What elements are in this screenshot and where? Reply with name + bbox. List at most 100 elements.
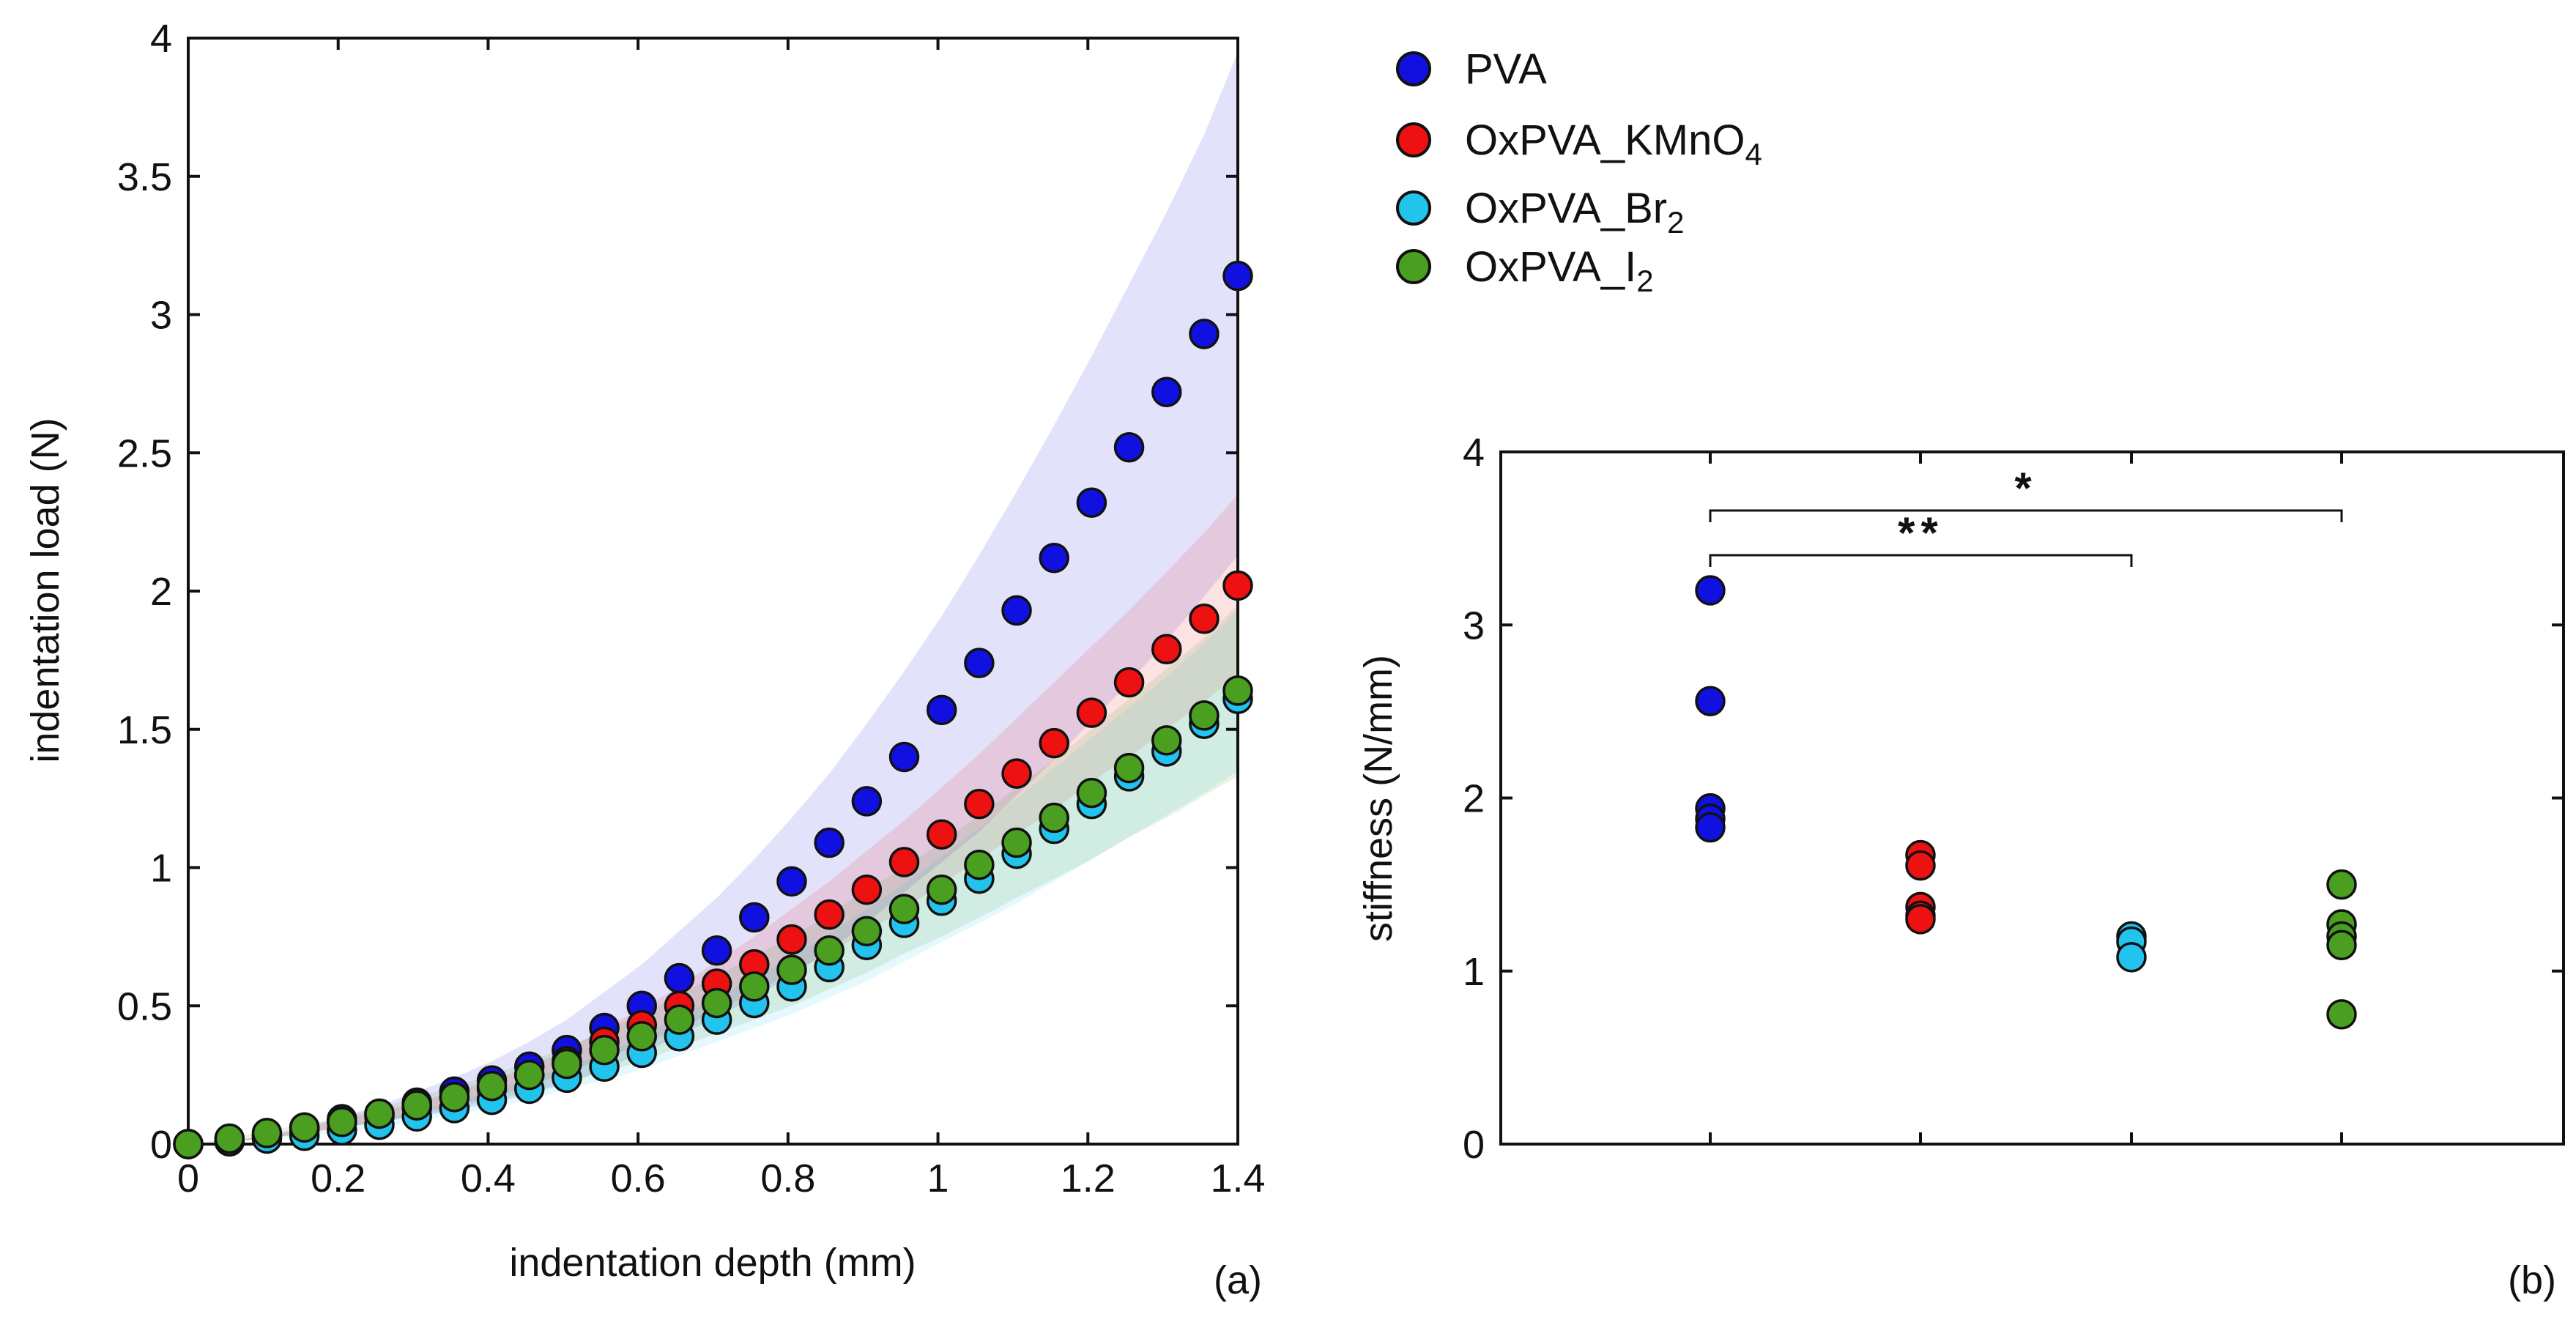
y-tick-label-a: 4 (150, 17, 172, 61)
point-oxpva-i2 (776, 954, 807, 985)
y-axis-label-b: stiffness (N/mm) (1356, 655, 1400, 942)
point-oxpva-i2 (964, 849, 995, 880)
significance-bracket (1709, 509, 2343, 522)
point-pva (1222, 260, 1253, 292)
point-oxpva-i2 (1113, 752, 1145, 784)
y-tick-label-a: 2 (150, 570, 172, 614)
point-oxpva-i2 (1189, 700, 1220, 731)
point-oxpva-br2 (2116, 942, 2147, 973)
legend-item-oxpva-kmno4: OxPVA_KMnO4 (1396, 116, 1762, 171)
point-pva (888, 741, 920, 773)
legend-label-oxpva-kmno4: OxPVA_KMnO4 (1465, 116, 1762, 171)
point-oxpva-i2 (2326, 929, 2357, 961)
legend-item-oxpva-br2: OxPVA_Br2 (1396, 185, 1684, 240)
point-oxpva-i2 (739, 971, 770, 1002)
legend-marker-oxpva-br2 (1396, 190, 1431, 226)
point-oxpva-kmno4 (1113, 667, 1145, 698)
y-tick-label-a: 2.5 (117, 431, 172, 475)
x-tick-label-a: 1.2 (1061, 1157, 1116, 1200)
point-oxpva-i2 (214, 1123, 245, 1154)
point-oxpva-i2 (701, 987, 732, 1019)
point-oxpva-i2 (814, 935, 845, 966)
band-oxpva-br2 (188, 610, 1238, 1144)
band-oxpva-kmno4 (188, 494, 1238, 1144)
point-pva (1151, 376, 1182, 407)
y-tick-label-a: 1.5 (117, 708, 172, 752)
point-pva (1076, 487, 1107, 518)
point-oxpva-i2 (552, 1048, 582, 1080)
point-pva (1189, 319, 1220, 349)
significance-label: ** (1898, 508, 1944, 557)
point-oxpva-kmno4 (814, 899, 845, 930)
point-oxpva-i2 (2326, 999, 2357, 1030)
point-oxpva-i2 (851, 916, 883, 947)
panel-label-b: (b) (2508, 1258, 2556, 1302)
x-tick-label-a: 0 (177, 1157, 199, 1200)
legend-marker-pva (1396, 51, 1431, 86)
point-pva (1001, 595, 1032, 626)
legend-marker-oxpva-i2 (1396, 249, 1431, 284)
y-tick-label-b: 0 (1463, 1123, 1485, 1167)
significance-label: * (2014, 464, 2037, 513)
point-oxpva-i2 (173, 1129, 204, 1159)
y-tick-label-a: 3.5 (117, 155, 172, 199)
y-tick-label-b: 1 (1463, 950, 1485, 994)
point-pva (964, 647, 995, 678)
point-pva (851, 786, 883, 817)
point-pva (1039, 542, 1069, 574)
point-oxpva-i2 (364, 1098, 395, 1129)
point-oxpva-kmno4 (888, 847, 920, 877)
x-tick-label-a: 0.4 (461, 1157, 516, 1200)
point-oxpva-i2 (289, 1112, 320, 1143)
x-tick-label-a: 0.2 (311, 1157, 365, 1200)
x-tick-label-a: 0.8 (760, 1157, 815, 1200)
point-oxpva-i2 (2326, 869, 2357, 900)
point-pva (739, 902, 770, 933)
point-oxpva-i2 (251, 1118, 283, 1148)
legend-item-pva: PVA (1396, 45, 1547, 93)
band-oxpva-i2 (188, 604, 1238, 1144)
significance-bracket (1709, 554, 2133, 567)
group-oxpva-kmno4 (1905, 839, 1936, 935)
point-pva (1113, 431, 1145, 463)
point-oxpva-i2 (1001, 827, 1032, 858)
axis-ticks-a: 0 0.2 0.4 0.6 0.8 1 1.2 1.4 0 0.5 1 1.5 2 2.5 3 3.5 4 (117, 17, 1266, 1200)
point-oxpva-i2 (888, 894, 920, 924)
point-oxpva-i2 (439, 1082, 470, 1113)
point-oxpva-kmno4 (1076, 697, 1107, 728)
point-oxpva-i2 (589, 1034, 620, 1066)
band-pva (188, 51, 1238, 1144)
point-oxpva-i2 (664, 1004, 695, 1035)
point-pva (926, 694, 957, 726)
point-oxpva-kmno4 (1905, 850, 1936, 881)
group-pva (1695, 575, 1726, 843)
significance-brackets: *** (1709, 464, 2343, 567)
y-tick-label-a: 0 (150, 1123, 172, 1167)
point-oxpva-kmno4 (1189, 604, 1220, 634)
point-oxpva-i2 (327, 1107, 357, 1137)
x-tick-label-a: 1.4 (1210, 1157, 1265, 1200)
y-axis-label-a: indentation load (N) (23, 417, 67, 762)
point-oxpva-kmno4 (776, 924, 807, 955)
point-oxpva-kmno4 (1001, 758, 1032, 789)
point-oxpva-kmno4 (1905, 904, 1936, 935)
point-oxpva-kmno4 (926, 819, 957, 850)
point-pva (664, 962, 695, 994)
point-oxpva-kmno4 (1151, 634, 1182, 665)
x-tick-label-a: 0.6 (611, 1157, 666, 1200)
axis-ticks-b: 0 1 2 3 4 (1463, 431, 2564, 1167)
point-oxpva-i2 (626, 1021, 658, 1052)
point-pva (776, 866, 807, 897)
series-oxpva-i2 (173, 675, 1253, 1159)
legend-marker-oxpva-kmno4 (1396, 122, 1431, 157)
legend-label-oxpva-i2: OxPVA_I2 (1465, 243, 1654, 298)
y-tick-label-b: 2 (1463, 777, 1485, 821)
y-tick-label-b: 4 (1463, 431, 1485, 475)
point-oxpva-i2 (1222, 675, 1253, 706)
data-points-b (1695, 575, 2357, 1030)
y-tick-label-a: 3 (150, 294, 172, 338)
point-oxpva-i2 (513, 1059, 545, 1091)
x-axis-label-a: indentation depth (mm) (509, 1241, 916, 1285)
